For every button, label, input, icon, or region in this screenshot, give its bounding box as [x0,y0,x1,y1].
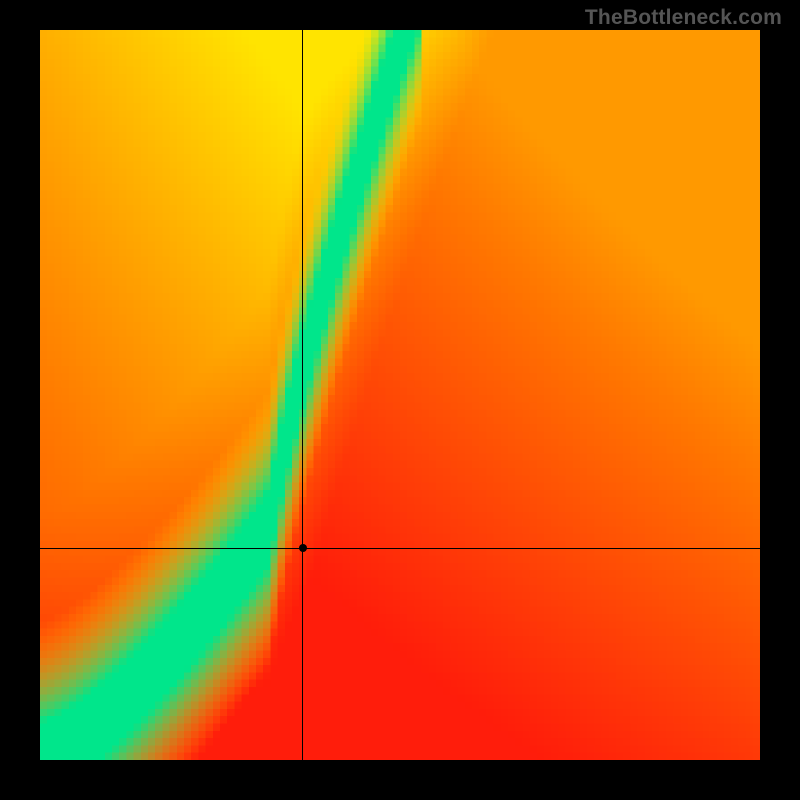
heatmap-canvas [40,30,760,760]
watermark-text: TheBottleneck.com [585,6,782,30]
heatmap-plot-area [40,30,760,760]
figure-root: { "watermark": { "text": "TheBottleneck.… [0,0,800,800]
